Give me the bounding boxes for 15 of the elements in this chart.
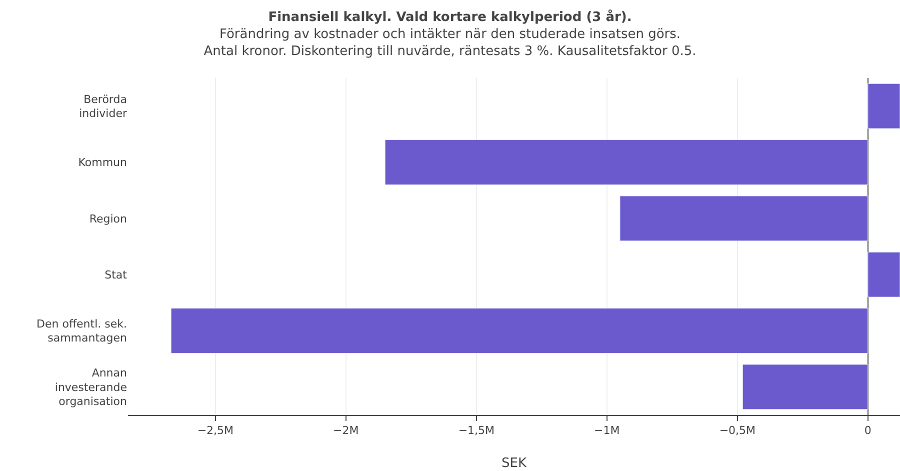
x-tick-label: −2,5M bbox=[197, 424, 234, 438]
y-tick-label: Stat bbox=[104, 268, 128, 282]
y-tick-label: Den offentl. sek. sammantagen bbox=[36, 317, 128, 345]
chart-title: Finansiell kalkyl. Vald kortare kalkylperiod (3 år). bbox=[268, 9, 632, 26]
chart-subtitle: Förändring av kostnader och intäkter när den studerade insatsen görs. Antal kronor. Diskontering till nuvärde, räntesats 3 %. Kausalitetsfaktor 0.5. bbox=[204, 27, 696, 59]
x-tick-label: −1M bbox=[594, 424, 620, 438]
y-tick-label: Kommun bbox=[78, 156, 128, 170]
y-tick-label: Berörda individer bbox=[79, 92, 128, 120]
y-tick-label: Annan investerande organisation bbox=[54, 366, 128, 408]
x-tick-label: −0,5M bbox=[719, 424, 756, 438]
x-axis-title: SEK bbox=[502, 456, 527, 471]
x-tick-label: −1,5M bbox=[458, 424, 495, 438]
y-tick-label: Region bbox=[89, 212, 128, 226]
x-tick-label: −2M bbox=[333, 424, 359, 438]
x-tick-label: 0 bbox=[864, 424, 872, 438]
